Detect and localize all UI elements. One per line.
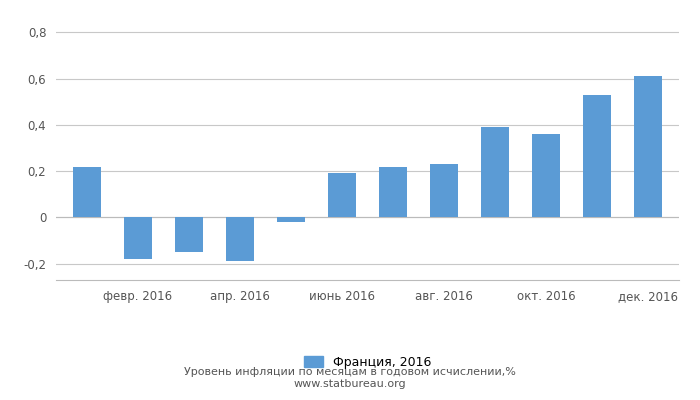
Bar (634, 76, 662, 218)
Legend: Франция, 2016: Франция, 2016 (299, 351, 436, 374)
Bar (124, 218, 152, 259)
Bar (430, 164, 458, 218)
Bar (277, 218, 305, 222)
Bar (73, 166, 101, 218)
Bar (328, 174, 356, 218)
Bar (379, 166, 407, 218)
Bar (532, 134, 560, 218)
Text: Уровень инфляции по месяцам в годовом исчислении,%: Уровень инфляции по месяцам в годовом ис… (184, 367, 516, 377)
Text: www.statbureau.org: www.statbureau.org (294, 379, 406, 389)
Bar (226, 218, 254, 262)
Bar (175, 218, 203, 252)
Bar (481, 127, 509, 218)
Bar (583, 95, 611, 218)
